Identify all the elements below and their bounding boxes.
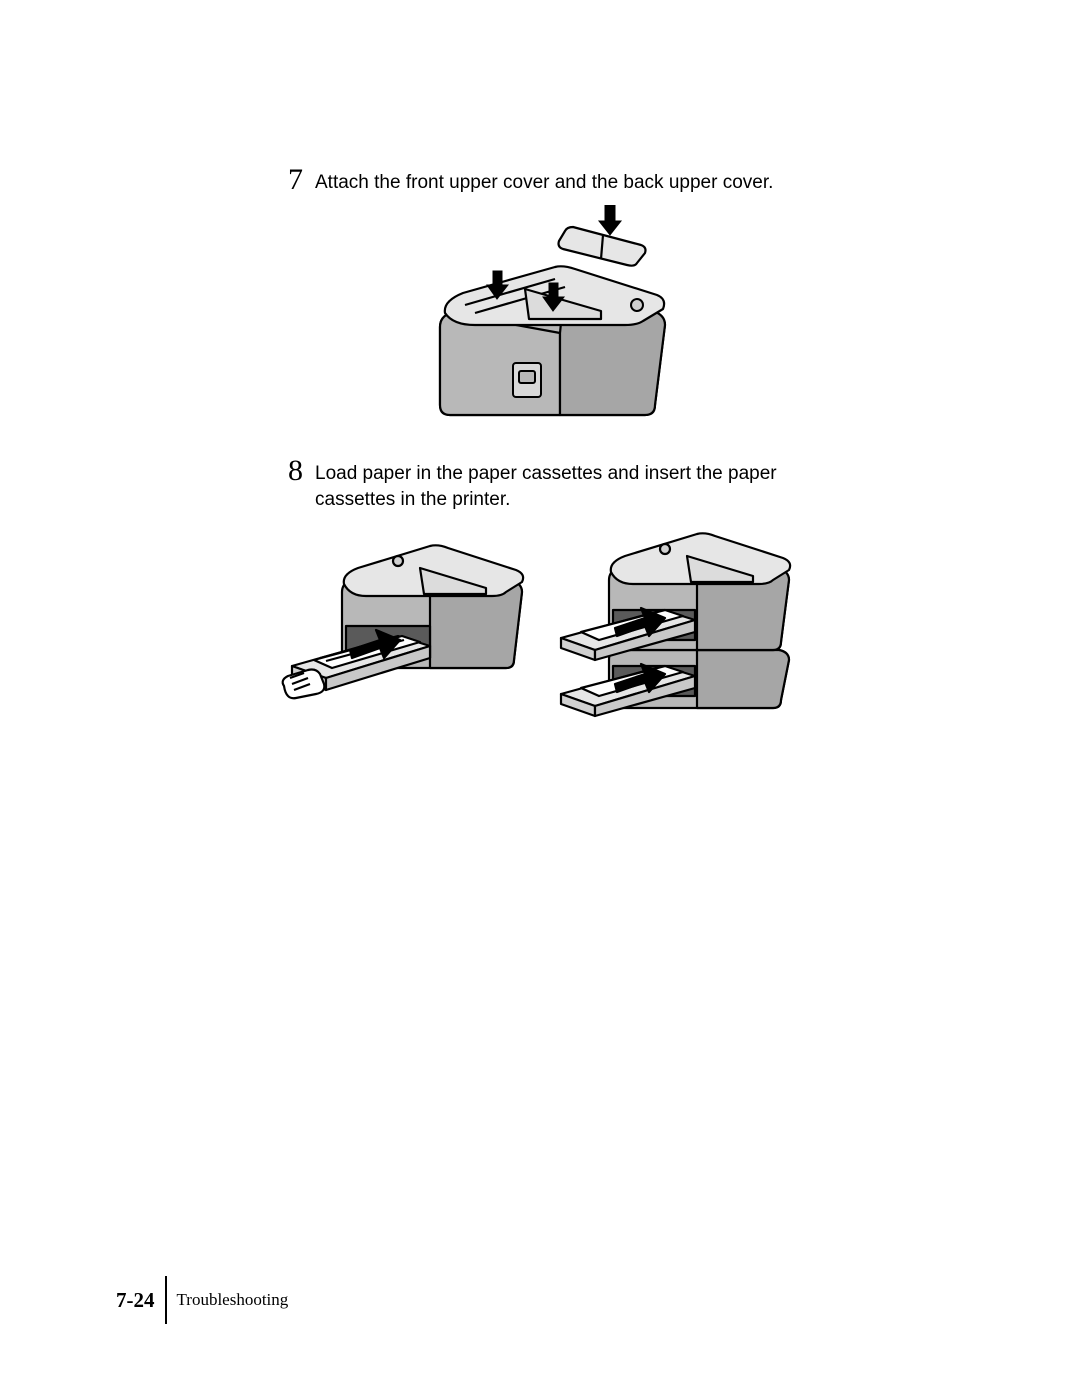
page-number: 7-24 — [116, 1288, 155, 1313]
step-text: Attach the front upper cover and the bac… — [315, 165, 773, 196]
step-text: Load paper in the paper cassettes and in… — [315, 456, 833, 512]
step-number: 7 — [273, 165, 303, 195]
section-title: Troubleshooting — [177, 1290, 289, 1310]
step-8: 8 Load paper in the paper cassettes and … — [273, 456, 833, 512]
figure-load-cassette-single — [280, 518, 540, 718]
printer-double-cassette-illustration — [545, 510, 805, 725]
manual-page: 7 Attach the front upper cover and the b… — [0, 0, 1080, 1397]
step-number: 8 — [273, 456, 303, 486]
printer-cover-illustration — [405, 205, 695, 440]
figure-attach-covers — [405, 205, 695, 440]
footer-divider — [165, 1276, 167, 1324]
figure-load-cassette-double — [545, 510, 805, 725]
step-7: 7 Attach the front upper cover and the b… — [273, 165, 833, 196]
printer-single-cassette-illustration — [280, 518, 540, 718]
page-footer: 7-24 Troubleshooting — [116, 1275, 288, 1325]
